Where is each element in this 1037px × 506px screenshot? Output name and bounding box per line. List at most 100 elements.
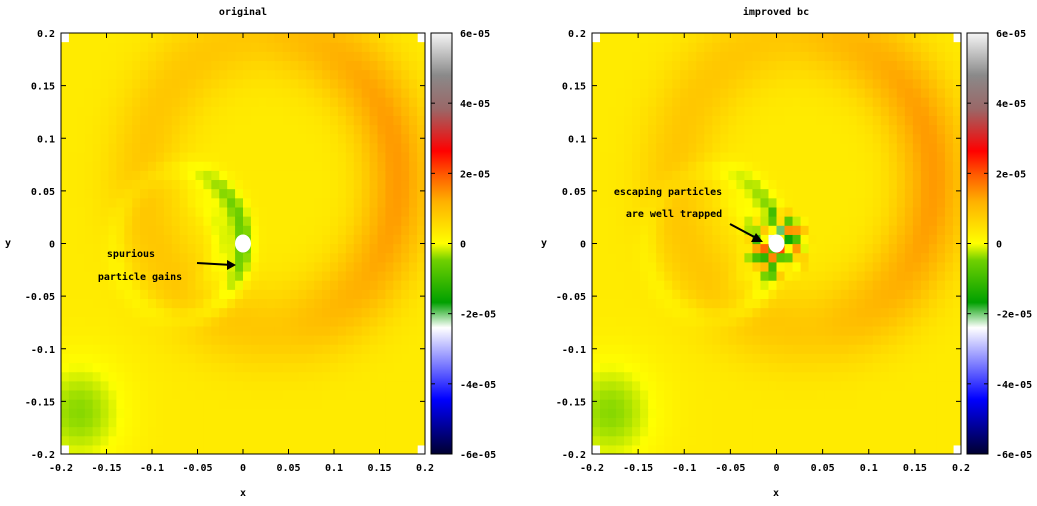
heatmap-cell: [840, 325, 850, 336]
heatmap-cell: [148, 188, 157, 199]
heatmap-cell: [616, 69, 625, 80]
heatmap-cell: [768, 252, 778, 263]
heatmap-cell: [784, 261, 794, 272]
heatmap-cell: [608, 51, 617, 62]
heatmap-cell: [203, 316, 212, 327]
heatmap-cell: [712, 399, 721, 409]
y-tick-label: -0.1: [562, 345, 586, 356]
heatmap-cell: [640, 106, 649, 116]
heatmap-cell: [140, 280, 149, 290]
heatmap-cell: [282, 33, 292, 43]
heatmap-cell: [944, 243, 954, 254]
heatmap-cell: [672, 106, 681, 116]
heatmap-cell: [132, 151, 141, 162]
heatmap-cell: [680, 261, 689, 272]
heatmap-cell: [393, 188, 402, 199]
heatmap-cell: [417, 106, 425, 116]
heatmap-cell: [904, 289, 914, 300]
heatmap-cell: [720, 142, 729, 153]
heatmap-cell: [624, 78, 633, 89]
heatmap-cell: [632, 188, 641, 199]
heatmap-cell: [345, 270, 355, 281]
heatmap-cell: [417, 69, 425, 80]
heatmap-cell: [728, 435, 737, 446]
heatmap-cell: [720, 234, 729, 245]
heatmap-cell: [632, 170, 641, 181]
heatmap-cell: [61, 399, 70, 409]
heatmap-cell: [904, 78, 914, 89]
heatmap-cell: [920, 408, 930, 418]
heatmap-cell: [330, 307, 339, 318]
heatmap-cell: [920, 225, 930, 235]
heatmap-cell: [936, 289, 946, 300]
heatmap-cell: [920, 51, 930, 62]
heatmap-cell: [896, 252, 906, 263]
heatmap-cell: [720, 216, 729, 226]
heatmap-cell: [656, 389, 665, 400]
heatmap-cell: [784, 252, 794, 263]
heatmap-cell: [148, 344, 157, 354]
heatmap-cell: [952, 389, 961, 400]
heatmap-cell: [640, 170, 649, 181]
heatmap-cell: [155, 371, 165, 382]
heatmap-cell: [330, 371, 339, 382]
heatmap-cell: [76, 33, 86, 43]
heatmap-cell: [369, 197, 379, 208]
heatmap-cell: [76, 353, 86, 364]
heatmap-cell: [92, 399, 102, 409]
heatmap-cell: [592, 280, 601, 290]
heatmap-cell: [211, 216, 220, 226]
heatmap-cell: [290, 316, 299, 327]
heatmap-cell: [592, 225, 601, 235]
heatmap-cell: [140, 408, 149, 418]
heatmap-cell: [920, 243, 930, 254]
heatmap-cell: [187, 124, 197, 135]
heatmap-cell: [266, 161, 276, 171]
heatmap-cell: [768, 216, 778, 226]
heatmap-cell: [235, 179, 244, 190]
heatmap-cell: [290, 344, 299, 354]
heatmap-cell: [808, 106, 818, 116]
heatmap-cell: [824, 344, 834, 354]
heatmap-cell: [616, 170, 625, 181]
heatmap-cell: [880, 106, 890, 116]
heatmap-cell: [337, 335, 347, 345]
heatmap-cell: [116, 252, 125, 263]
heatmap-cell: [664, 325, 673, 336]
heatmap-cell: [728, 243, 737, 254]
heatmap-cell: [688, 426, 697, 437]
heatmap-cell: [124, 252, 133, 263]
heatmap-cell: [337, 161, 347, 171]
heatmap-cell: [227, 87, 236, 98]
heatmap-cell: [816, 97, 826, 107]
heatmap-cell: [696, 78, 705, 89]
heatmap-cell: [132, 216, 141, 226]
heatmap-cell: [393, 408, 402, 418]
heatmap-cell: [361, 344, 371, 354]
heatmap-cell: [282, 362, 292, 373]
heatmap-cell: [736, 371, 746, 382]
heatmap-cell: [163, 307, 173, 318]
heatmap-cell: [171, 179, 181, 190]
heatmap-cell: [944, 69, 954, 80]
heatmap-cell: [880, 417, 890, 428]
heatmap-cell: [393, 426, 402, 437]
heatmap-cell: [648, 151, 657, 162]
heatmap-cell: [179, 298, 189, 309]
heatmap-cell: [369, 234, 379, 245]
heatmap-cell: [330, 270, 339, 281]
heatmap-cell: [808, 78, 818, 89]
heatmap-cell: [227, 243, 236, 254]
heatmap-cell: [179, 133, 189, 144]
heatmap-cell: [345, 60, 355, 71]
heatmap-cell: [752, 151, 762, 162]
heatmap-cell: [195, 307, 205, 318]
heatmap-cell: [195, 444, 205, 454]
heatmap-cell: [345, 380, 355, 391]
heatmap-cell: [952, 69, 961, 80]
heatmap-cell: [108, 344, 117, 354]
heatmap-cell: [896, 344, 906, 354]
heatmap-cell: [124, 161, 133, 171]
heatmap-cell: [864, 216, 874, 226]
heatmap-cell: [385, 206, 394, 217]
